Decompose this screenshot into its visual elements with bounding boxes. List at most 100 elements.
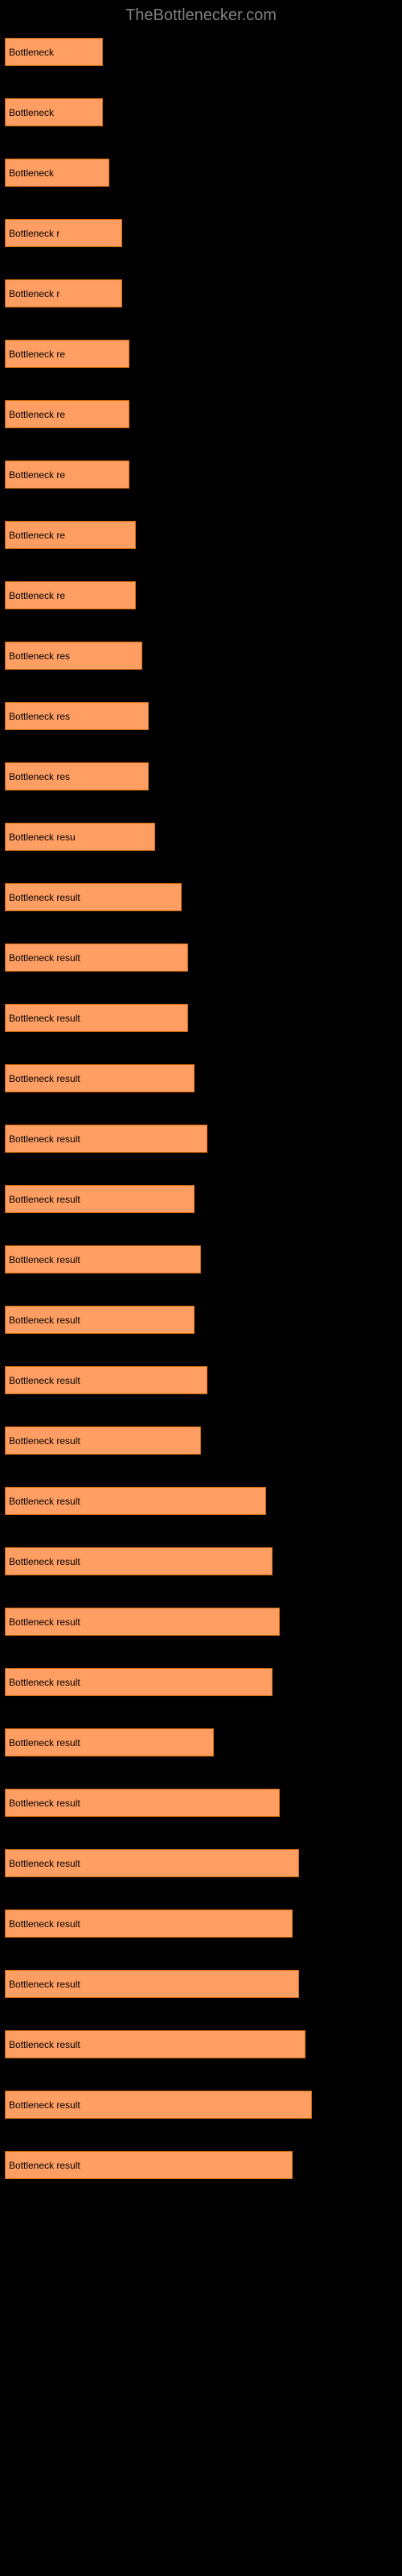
bar-row: Bottleneck res	[5, 642, 397, 670]
bar-row: Bottleneck result	[5, 1728, 397, 1757]
bottleneck-bar: Bottleneck result	[5, 1728, 214, 1757]
bar-value: 52.	[310, 1858, 324, 1869]
bottleneck-bar: Bottleneck result52.8	[5, 2030, 306, 2058]
bottleneck-bar: Bottleneck r	[5, 219, 122, 247]
bottleneck-bar: Bottleneck	[5, 159, 109, 187]
bar-row: Bottleneck result	[5, 883, 397, 911]
bottleneck-bar: Bottleneck result51.	[5, 2151, 293, 2179]
bottleneck-bar: Bottleneck re	[5, 340, 129, 368]
bar-value: 52.8	[312, 2039, 330, 2050]
bar-row: Bottleneck result	[5, 1245, 397, 1274]
bottleneck-bar: Bottleneck result	[5, 943, 188, 972]
bar-row: Bottleneck result	[5, 1366, 397, 1394]
bar-label: Bottleneck result	[6, 1798, 80, 1809]
bar-label: Bottleneck res	[6, 771, 70, 782]
bar-row: Bottleneck result 4	[5, 1547, 397, 1575]
bar-row: Bottleneck result51.	[5, 2151, 397, 2179]
bar-value: 51.	[304, 2160, 318, 2171]
bar-row: Bottleneck result	[5, 1004, 397, 1032]
bottleneck-bar: Bottleneck result	[5, 883, 182, 911]
bar-label: Bottleneck result	[6, 1496, 80, 1507]
bar-row: Bottleneck result 52.4	[5, 1970, 397, 1998]
bar-row: Bottleneck res	[5, 702, 397, 730]
bottleneck-bar: Bottleneck result50	[5, 1608, 280, 1636]
bottleneck-bar: Bottleneck re	[5, 581, 136, 609]
bar-row: Bottleneck result	[5, 1306, 397, 1334]
bottleneck-bar: Bottleneck result	[5, 1125, 207, 1153]
bottleneck-bar: Bottleneck resu	[5, 823, 155, 851]
bar-row: Bottleneck result	[5, 943, 397, 972]
bar-label: Bottleneck	[6, 47, 54, 58]
bar-label: Bottleneck result	[6, 1737, 80, 1748]
bar-label: Bottleneck result	[6, 892, 80, 903]
bottleneck-bar: Bottleneck result48	[5, 1668, 273, 1696]
bottleneck-bar: Bottleneck r	[5, 279, 122, 308]
bar-row: Bottleneck r	[5, 279, 397, 308]
bar-label: Bottleneck res	[6, 711, 70, 722]
bar-value: 48	[287, 1677, 297, 1688]
bar-row: Bottleneck result 51.	[5, 1909, 397, 1938]
bar-label: Bottleneck resu	[6, 832, 76, 843]
bar-label: Bottleneck result	[6, 1616, 80, 1628]
bar-label: Bottleneck result	[6, 1979, 80, 1990]
bar-label: Bottleneck	[6, 107, 54, 118]
bar-label: Bottleneck result	[6, 1375, 80, 1386]
bottleneck-bar: Bottleneck result50	[5, 1789, 280, 1817]
bar-row: Bottleneck result 52.	[5, 1849, 397, 1877]
bottleneck-bar: Bottleneck result4	[5, 1547, 273, 1575]
bar-row: Bottleneck result	[5, 1064, 397, 1092]
bar-row: Bottleneck re	[5, 460, 397, 489]
bar-row: Bottleneck result 50	[5, 1608, 397, 1636]
bottleneck-bar: Bottleneck re	[5, 460, 129, 489]
bottleneck-bar: Bottleneck result52.	[5, 1849, 299, 1877]
bar-value: 52.4	[306, 1979, 324, 1990]
bar-row: Bottleneck r	[5, 219, 397, 247]
site-title: TheBottlenecker.com	[0, 0, 402, 38]
bar-row: Bottleneck re	[5, 581, 397, 609]
bar-label: Bottleneck re	[6, 590, 65, 601]
bottleneck-bar: Bottleneck result4	[5, 1487, 266, 1515]
bar-label: Bottleneck result	[6, 1315, 80, 1326]
bar-label: Bottleneck result	[6, 1556, 80, 1567]
bottleneck-bar: Bottleneck res	[5, 762, 149, 791]
bottleneck-bar: Bottleneck result	[5, 1366, 207, 1394]
bottleneck-bar: Bottleneck re	[5, 400, 129, 428]
bottleneck-bar: Bottleneck result	[5, 1064, 195, 1092]
bar-label: Bottleneck re	[6, 409, 65, 420]
bar-label: Bottleneck result	[6, 1918, 80, 1930]
bar-label: Bottleneck r	[6, 288, 59, 299]
bar-row: Bottleneck result 50	[5, 1789, 397, 1817]
bar-label: Bottleneck result	[6, 952, 80, 964]
bottleneck-bar: Bottleneck res	[5, 702, 149, 730]
bar-row: Bottleneck resu	[5, 823, 397, 851]
bar-row: Bottleneck	[5, 159, 397, 187]
bar-row: Bottleneck re	[5, 340, 397, 368]
bar-value: 50	[293, 1798, 304, 1809]
bar-label: Bottleneck result	[6, 1858, 80, 1869]
bottleneck-bar: Bottleneck	[5, 98, 103, 126]
bar-label: Bottleneck result	[6, 1194, 80, 1205]
bar-row: Bottleneck result 4	[5, 1487, 397, 1515]
bottleneck-bar: Bottleneck result	[5, 1185, 195, 1213]
bar-label: Bottleneck result	[6, 1677, 80, 1688]
bottleneck-bar: Bottleneck result53.4	[5, 2091, 312, 2119]
bar-value: 4	[293, 1556, 298, 1567]
bottleneck-bar: Bottleneck result	[5, 1245, 201, 1274]
bar-row: Bottleneck re	[5, 521, 397, 549]
bar-label: Bottleneck	[6, 167, 54, 179]
bar-row: Bottleneck re	[5, 400, 397, 428]
bar-value: 51.	[304, 1918, 318, 1930]
bar-label: Bottleneck result	[6, 1254, 80, 1265]
bar-label: Bottleneck result	[6, 1133, 80, 1145]
bar-label: Bottleneck r	[6, 228, 59, 239]
bar-value: 4	[286, 1496, 292, 1507]
bar-row: Bottleneck result	[5, 1426, 397, 1455]
bar-row: Bottleneck result52.8	[5, 2030, 397, 2058]
bar-label: Bottleneck result	[6, 1435, 80, 1447]
bottleneck-bar: Bottleneck re	[5, 521, 136, 549]
bar-value: 50	[293, 1616, 304, 1628]
bar-row: Bottleneck	[5, 98, 397, 126]
bar-row: Bottleneck result	[5, 1125, 397, 1153]
bar-label: Bottleneck result	[6, 1073, 80, 1084]
bottleneck-bar: Bottleneck	[5, 38, 103, 66]
